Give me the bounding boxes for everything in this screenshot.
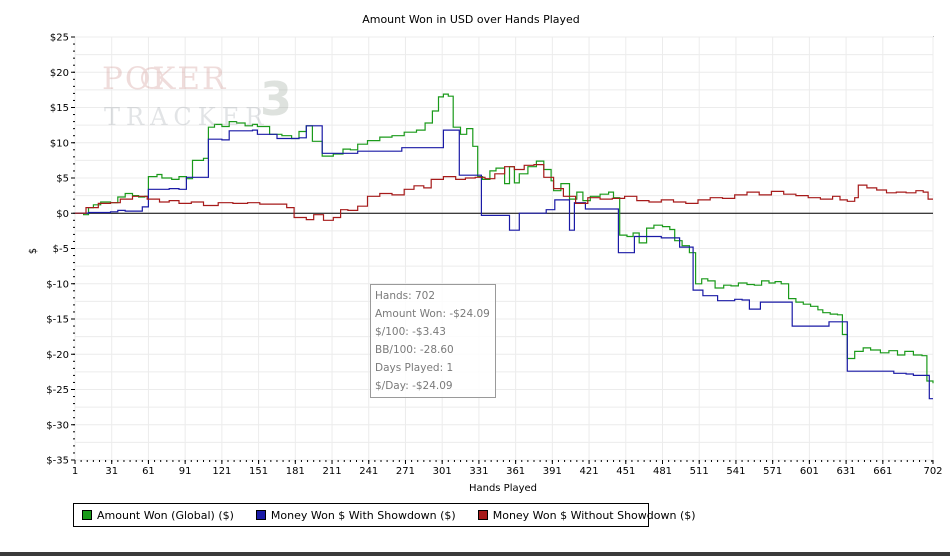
y-tick-label: $-10 xyxy=(46,279,69,290)
y-tick-label: $-35 xyxy=(46,456,69,467)
y-tick-label: $25 xyxy=(50,33,69,44)
x-tick-label: 121 xyxy=(212,466,231,477)
x-tick-label: 511 xyxy=(690,466,709,477)
chart-title: Amount Won in USD over Hands Played xyxy=(362,13,580,26)
legend-swatch-no-showdown xyxy=(477,510,488,520)
x-axis: 1 31 61 91 121 151 181 211 241 271 301 331 361 391 421… xyxy=(72,460,943,477)
x-tick-label: 151 xyxy=(249,466,268,477)
legend-label-global: Amount Won (Global) ($) xyxy=(97,508,234,522)
x-tick-label: 661 xyxy=(873,466,892,477)
x-tick-label: 631 xyxy=(837,466,856,477)
x-tick-label: 421 xyxy=(580,466,599,477)
x-tick-label: 211 xyxy=(322,466,341,477)
x-tick-label: 601 xyxy=(800,466,819,477)
y-axis: $25 $20 $15 $10 $5 $0 $-5 $-10 $-15 $-20 $-25 $-30 $… xyxy=(46,33,75,467)
legend-label-showdown: Money Won $ With Showdown ($) xyxy=(270,508,456,522)
y-tick-label: $0 xyxy=(56,209,69,220)
x-axis-label: Hands Played xyxy=(469,483,537,494)
stat-days-played: Days Played: 1 xyxy=(375,362,454,374)
x-tick-label: 91 xyxy=(179,466,192,477)
stat-bb-100: BB/100: -28.60 xyxy=(375,344,454,356)
y-tick-label: $-25 xyxy=(46,385,69,396)
y-tick-label: $10 xyxy=(50,138,69,149)
x-tick-label: 181 xyxy=(286,466,305,477)
window-bottom-edge xyxy=(0,552,950,556)
y-tick-label: $-15 xyxy=(46,315,69,326)
x-tick-label: 451 xyxy=(616,466,635,477)
x-tick-label: 31 xyxy=(105,466,118,477)
legend-item-showdown[interactable]: Money Won $ With Showdown ($) xyxy=(255,508,456,522)
stat-per-100: $/100: -$3.43 xyxy=(375,326,446,338)
series-group xyxy=(75,93,934,400)
x-tick-label: 331 xyxy=(469,466,488,477)
logo-chip-icon xyxy=(141,67,163,89)
x-tick-label: 541 xyxy=(726,466,745,477)
y-axis-label: $ xyxy=(28,248,39,254)
series-amount-won-global xyxy=(75,93,934,384)
x-tick-label: 301 xyxy=(433,466,452,477)
x-tick-label: 361 xyxy=(506,466,525,477)
x-tick-label: 391 xyxy=(543,466,562,477)
x-tick-label: 1 xyxy=(72,466,78,477)
x-tick-label: 241 xyxy=(359,466,378,477)
stats-tooltip: Hands: 702 Amount Won: -$24.09 $/100: -$… xyxy=(370,284,496,398)
legend-swatch-showdown xyxy=(255,510,266,520)
y-tick-label: $15 xyxy=(50,103,69,114)
legend-label-no-showdown: Money Won $ Without Showdown ($) xyxy=(492,508,696,522)
y-tick-label: $20 xyxy=(50,68,69,79)
legend-item-no-showdown[interactable]: Money Won $ Without Showdown ($) xyxy=(477,508,696,522)
y-tick-label: $-20 xyxy=(46,350,69,361)
series-won-with-showdown xyxy=(75,125,933,400)
stat-amount-won: Amount Won: -$24.09 xyxy=(375,308,490,320)
x-tick-label: 271 xyxy=(396,466,415,477)
pokertracker-logo: POKER TRACKER 3 xyxy=(100,57,300,132)
stat-per-day: $/Day: -$24.09 xyxy=(375,380,453,392)
grid xyxy=(74,36,934,461)
y-tick-label: $-30 xyxy=(46,420,69,431)
logo-line1: POKER xyxy=(102,61,227,97)
legend-swatch-global xyxy=(82,510,92,520)
legend-item-global[interactable]: Amount Won (Global) ($) xyxy=(82,509,234,522)
logo-mark: 3 xyxy=(260,72,292,126)
series-won-without-showdown xyxy=(75,164,933,221)
logo-line2: TRACKER xyxy=(104,103,269,131)
legend: Amount Won (Global) ($) Money Won $ With… xyxy=(73,503,696,527)
stat-hands: Hands: 702 xyxy=(375,290,436,302)
y-tick-label: $-5 xyxy=(53,244,69,255)
x-tick-label: 571 xyxy=(763,466,782,477)
x-tick-label: 702 xyxy=(923,466,942,477)
y-tick-label: $5 xyxy=(56,174,69,185)
x-tick-label: 481 xyxy=(653,466,672,477)
x-tick-label: 61 xyxy=(142,466,155,477)
